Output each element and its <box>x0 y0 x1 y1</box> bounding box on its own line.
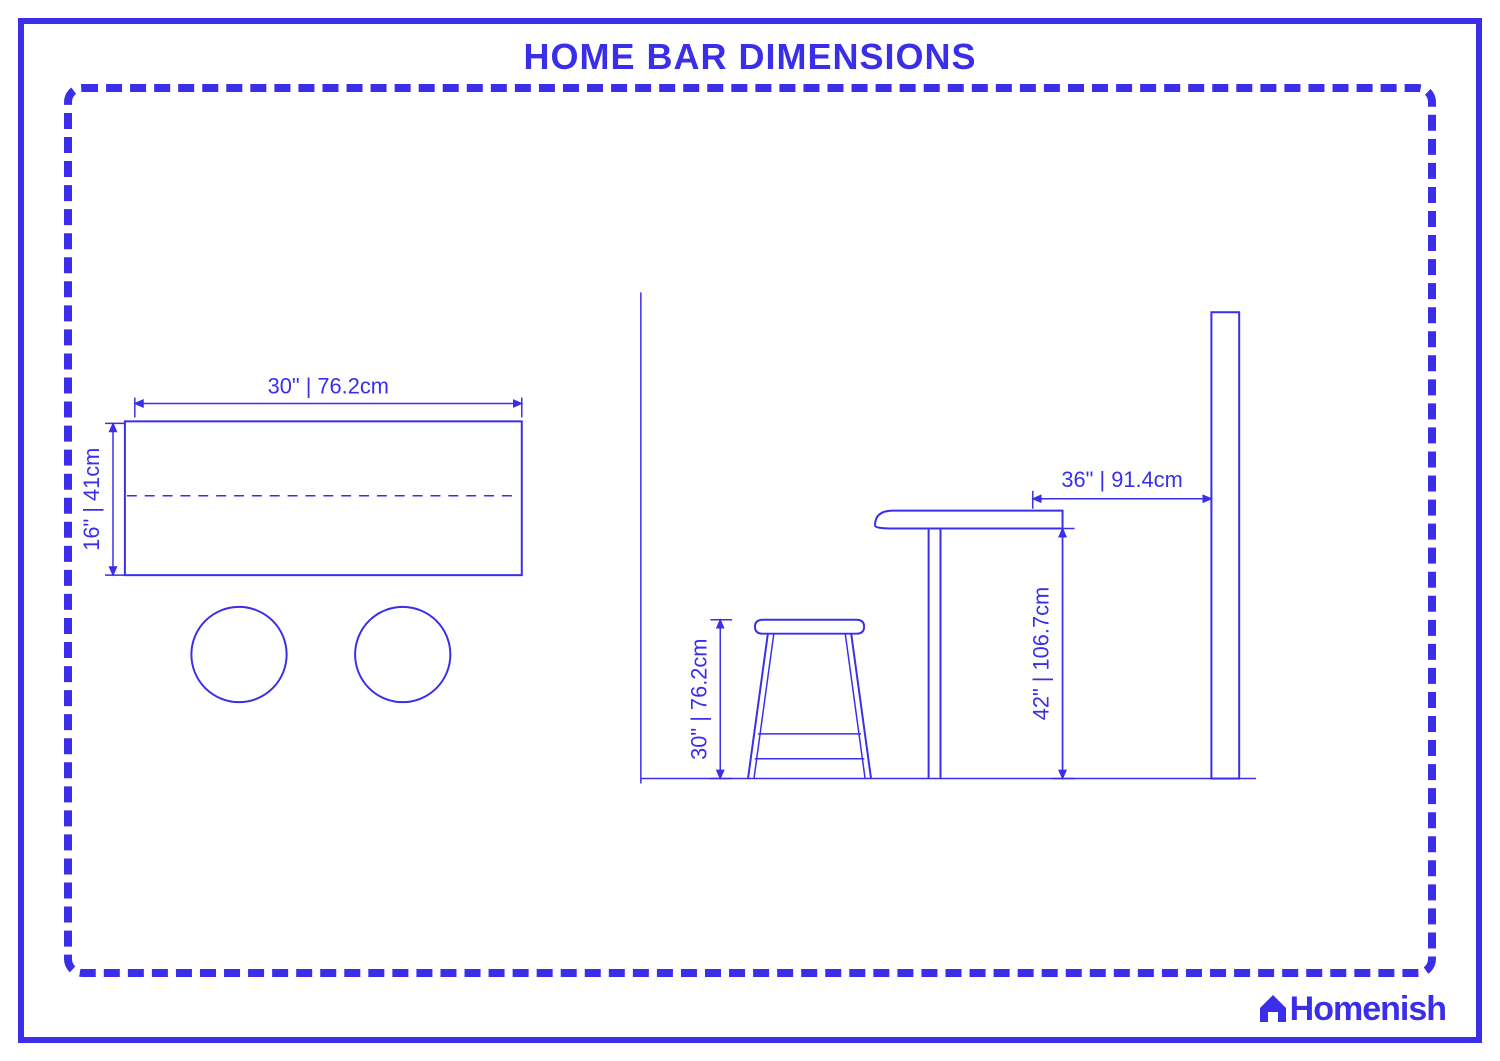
dim-stool-height: 30" | 76.2cm <box>686 639 711 760</box>
brand-logo: Homenish <box>1256 990 1446 1029</box>
top-view-stool-1 <box>355 607 450 702</box>
top-view-stool-0 <box>191 607 286 702</box>
side-post <box>1211 312 1239 778</box>
side-stool-seat <box>755 620 864 634</box>
diagram-title: HOME BAR DIMENSIONS <box>24 36 1476 78</box>
diagram-stage: 30" | 76.2cm 16" | 41cm 30" | 76.2cm 42" | … <box>64 84 1436 977</box>
house-icon <box>1256 990 1290 1024</box>
dim-clearance: 36" | 91.4cm <box>1061 467 1182 492</box>
dim-top-depth: 16" | 41cm <box>79 448 104 551</box>
top-view-counter <box>125 421 522 575</box>
side-counter-top <box>875 511 1063 529</box>
outer-frame: HOME BAR DIMENSIONS 30" | 76.2cm 16" | 41… <box>18 18 1482 1043</box>
dim-counter-height: 42" | 106.7cm <box>1029 587 1054 720</box>
plan-svg: 30" | 76.2cm 16" | 41cm 30" | 76.2cm 42" | … <box>64 84 1436 977</box>
dim-top-width: 30" | 76.2cm <box>268 374 389 399</box>
brand-text: Homenish <box>1290 990 1446 1028</box>
